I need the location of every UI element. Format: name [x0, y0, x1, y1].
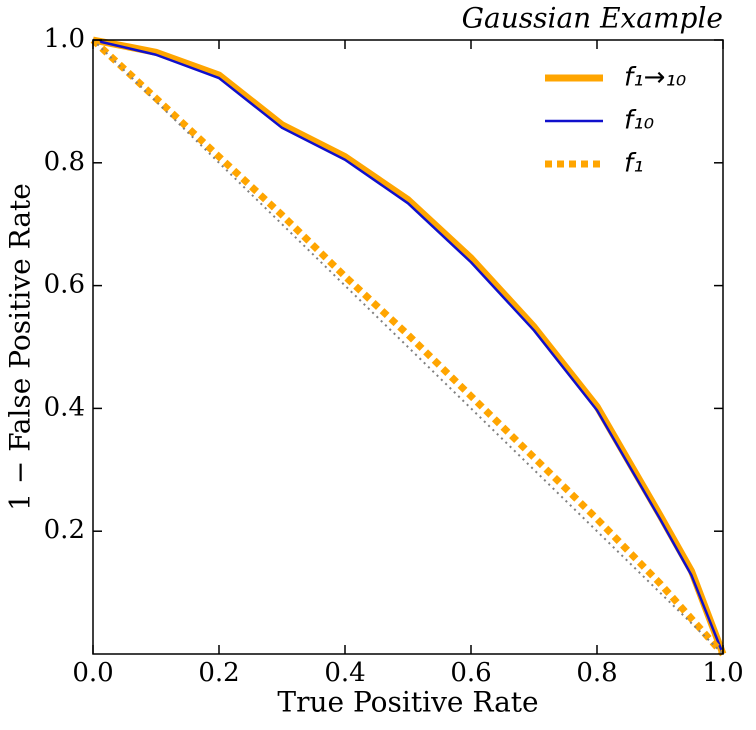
- series-line: [92, 39, 724, 655]
- legend-label: f₁: [624, 149, 644, 179]
- legend-label: f₁₀: [624, 106, 655, 136]
- y-tick-label: 0.8: [44, 147, 85, 177]
- series-line: [92, 38, 725, 655]
- y-tick-label: 0.6: [44, 270, 85, 300]
- series-line: [92, 36, 727, 656]
- x-tick-label: 0.4: [324, 658, 365, 688]
- series-line: [90, 37, 726, 657]
- plot-frame: [92, 39, 724, 655]
- legend-label: f₁→₁₀: [624, 63, 687, 93]
- y-tick-label: 0.4: [44, 392, 85, 422]
- y-tick-label: 0.2: [44, 515, 85, 545]
- y-tick-label: 1.0: [44, 24, 85, 54]
- x-tick-label: 0.0: [72, 658, 113, 688]
- x-tick-label: 0.6: [450, 658, 491, 688]
- chart-title: Gaussian Example: [462, 2, 723, 35]
- x-axis-label: True Positive Rate: [277, 686, 538, 719]
- x-tick-label: 1.0: [702, 658, 743, 688]
- y-axis-label: 1 − False Positive Rate: [4, 183, 37, 511]
- x-tick-label: 0.8: [576, 658, 617, 688]
- x-tick-label: 0.2: [198, 658, 239, 688]
